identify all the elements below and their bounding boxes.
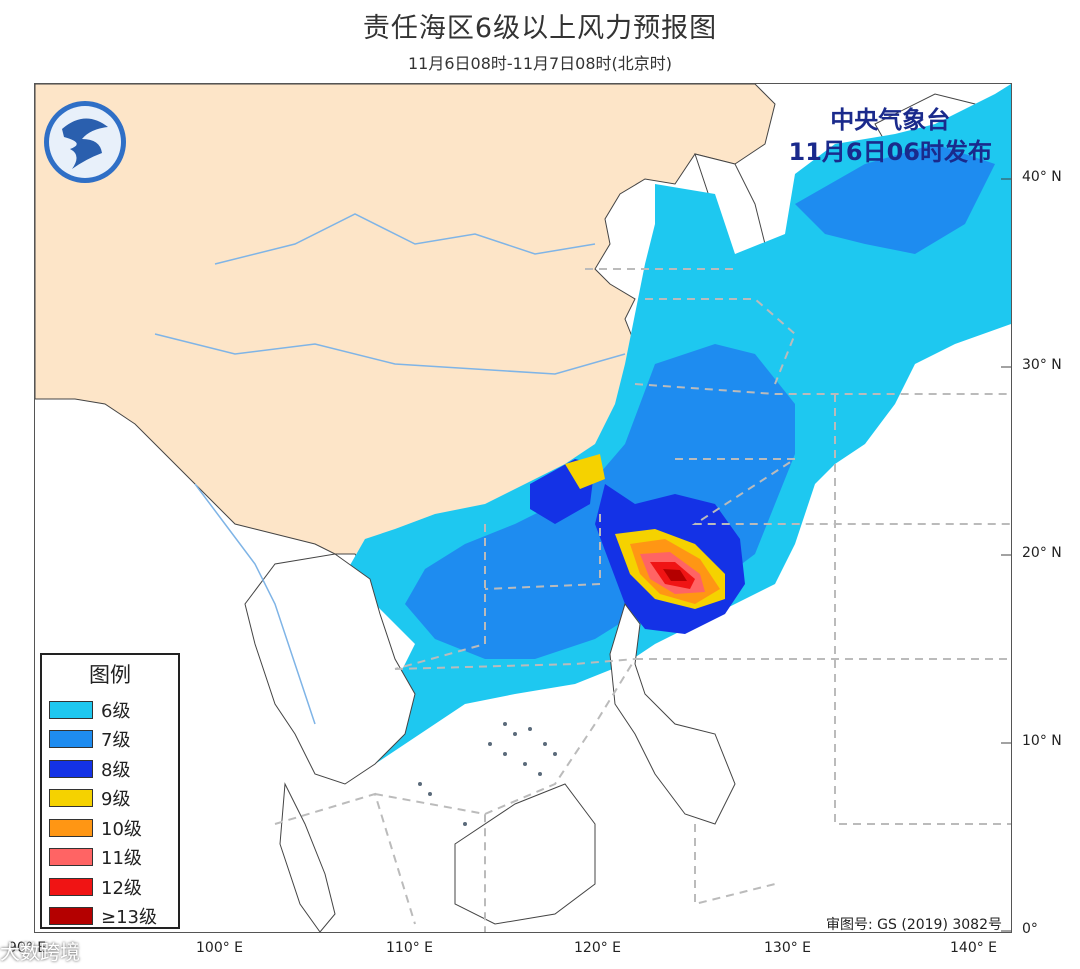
map-area (34, 83, 1012, 933)
lat-label-0: 0° (1022, 921, 1038, 937)
legend-swatch (49, 759, 93, 778)
issuer-name: 中央气象台 (830, 106, 951, 134)
legend-label: 6级 (101, 700, 131, 722)
cma-logo (44, 101, 126, 183)
philippines (609, 602, 736, 825)
borneo (454, 783, 596, 925)
legend-swatch (49, 877, 93, 896)
legend-item: 8级 (42, 754, 178, 784)
river-mekong (194, 483, 316, 725)
legend-swatch (49, 818, 93, 837)
legend-title: 图例 (89, 663, 131, 687)
legend-label: 12级 (101, 877, 142, 899)
issue-time: 11月6日06时发布 (788, 138, 993, 166)
watermark: 大数跨境 (0, 940, 80, 964)
lat-label-30n: 30° N (1022, 357, 1062, 373)
legend-label: 7级 (101, 730, 131, 752)
river-yellow (214, 213, 596, 265)
legend-item: 12级 (42, 872, 178, 902)
sea-zone-boundaries (274, 268, 1011, 932)
legend-item: ≥13级 (42, 902, 178, 932)
issuer-block: 中央气象台 11月6日06时发布 (789, 104, 993, 168)
lon-label-100e: 100° E (196, 940, 244, 956)
lon-label-90e: 90° E (8, 940, 47, 956)
lon-label-110e: 110° E (386, 940, 434, 956)
lon-label-130e: 130° E (764, 940, 812, 956)
right-axis-ticks (1001, 178, 1011, 932)
legend-swatch (49, 789, 93, 808)
legend-swatch (49, 700, 93, 719)
legend-item: 10级 (42, 813, 178, 843)
legend-item: 7级 (42, 725, 178, 755)
legend-label: ≥13级 (101, 907, 157, 929)
lat-label-10n: 10° N (1022, 733, 1062, 749)
legend-label: 11级 (101, 848, 142, 870)
legend-item: 9级 (42, 784, 178, 814)
spratly-reefs (418, 722, 557, 826)
map-title: 责任海区6级以上风力预报图 (362, 13, 718, 44)
lat-label-20n: 20° N (1022, 545, 1062, 561)
river-yangtze (154, 333, 626, 375)
approval-number: 审图号: GS (2019) 3082号 (826, 917, 1002, 933)
legend-item: 6级 (42, 695, 178, 725)
legend-item: 11级 (42, 843, 178, 873)
legend-swatch (49, 907, 93, 926)
forecast-map (35, 84, 1011, 932)
legend-label: 10级 (101, 818, 142, 840)
lon-label-140e: 140° E (950, 940, 998, 956)
malay-peninsula (279, 782, 336, 932)
map-subtitle: 11月6日08时-11月7日08时(北京时) (407, 54, 673, 73)
indochina (244, 553, 416, 785)
legend-label: 8级 (101, 759, 131, 781)
wind-zone-7 (405, 144, 995, 659)
legend: 图例 6级 7级 8级 9级 10级 11级 12级 ≥13级 (40, 653, 180, 929)
lat-label-40n: 40° N (1022, 169, 1062, 185)
legend-swatch (49, 848, 93, 867)
wind-zone-13 (663, 569, 687, 581)
legend-label: 9级 (101, 789, 131, 811)
lon-label-120e: 120° E (574, 940, 622, 956)
legend-swatch (49, 730, 93, 749)
